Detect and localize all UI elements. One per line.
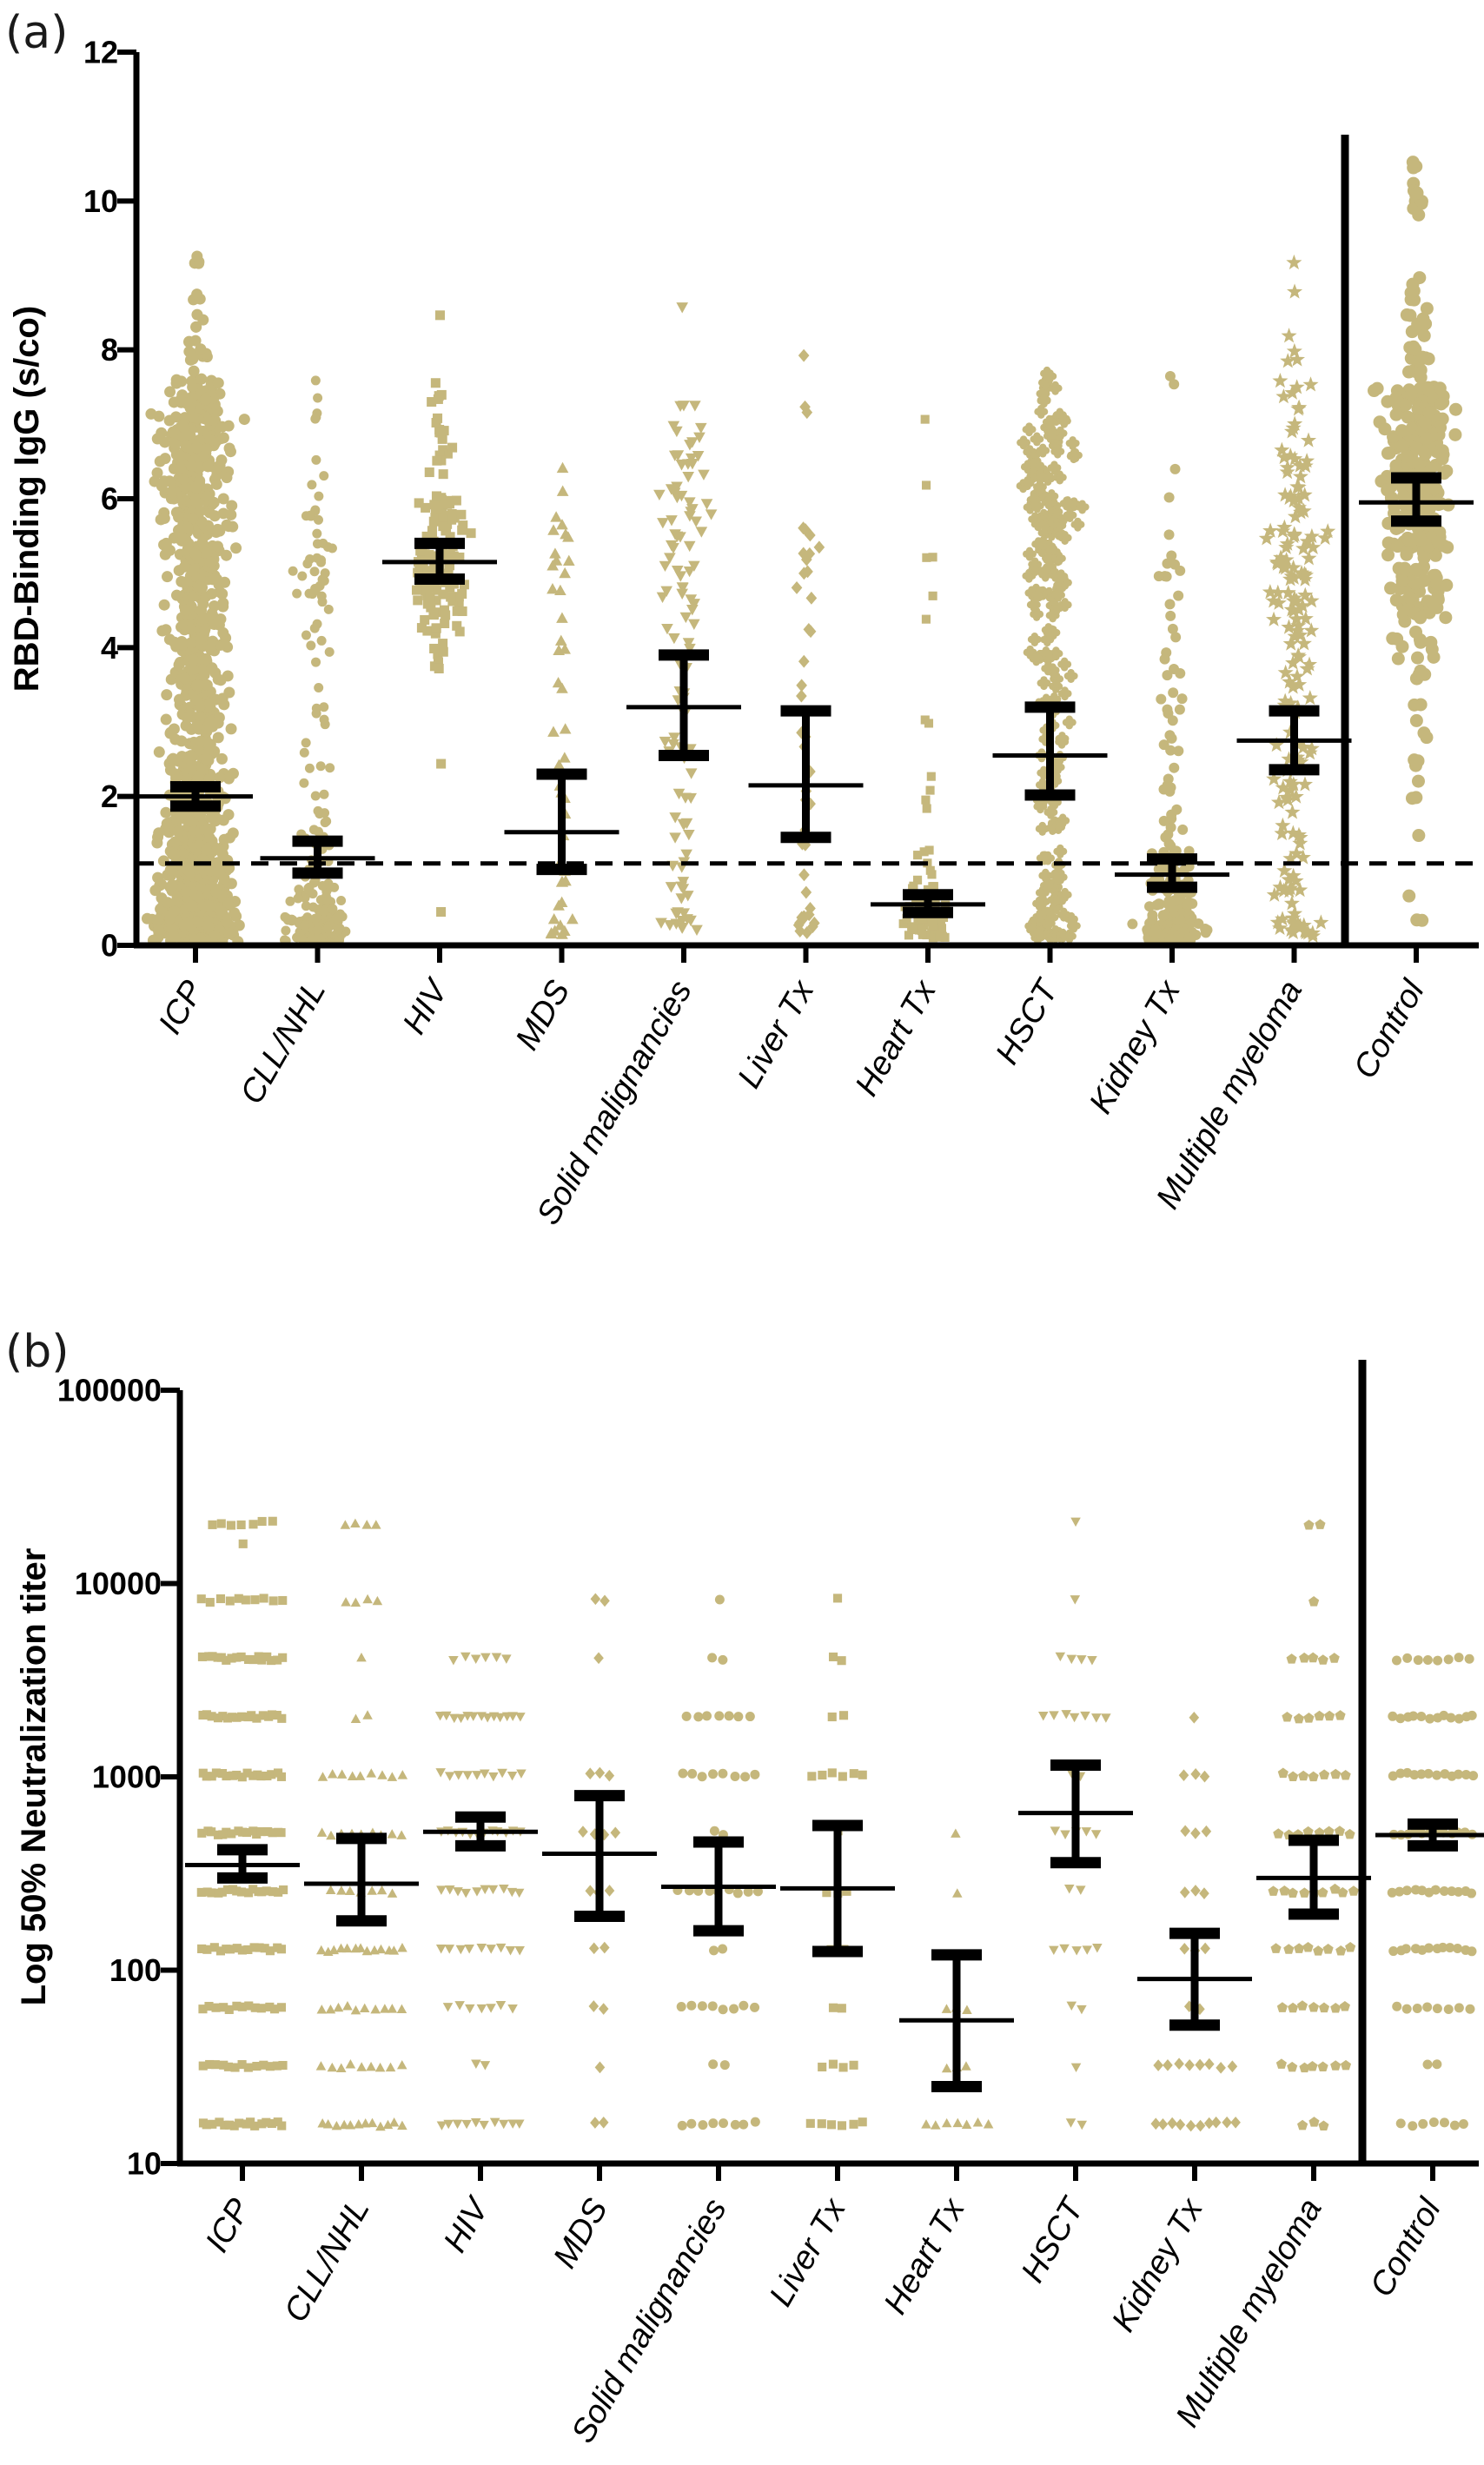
column-points-cll-nhl <box>280 375 351 947</box>
panel-a-ytick-label: 8 <box>101 332 118 368</box>
column-points-mds <box>578 1593 621 2129</box>
panel-a-category-label: ICP <box>152 974 211 1040</box>
panel-b-ytick-label: 10000 <box>75 1566 162 1601</box>
panel-a-label: (a) <box>5 7 69 59</box>
column-points-hsct <box>1037 1517 1111 2130</box>
column-points-control <box>1367 156 1463 927</box>
column-points-cll-nhl <box>315 1518 408 2131</box>
panel-b-category-label: MDS <box>547 2193 615 2275</box>
column-points-icp <box>141 250 250 948</box>
panel-b-category-label: ICP <box>199 2192 258 2258</box>
panel-a-category-label: MDS <box>509 975 578 1057</box>
panel-b-ytick-label: 100000 <box>57 1373 162 1408</box>
panel-b-category-label: Liver Tx <box>763 2191 854 2313</box>
panel-a-error-bars <box>138 472 1474 918</box>
panel-b-points <box>196 1516 1479 2132</box>
column-points-hiv <box>411 310 476 918</box>
column-points-multiple-myeloma <box>1258 254 1336 944</box>
panel-b-ytick-label: 1000 <box>92 1759 162 1795</box>
panel-a-y-axis-title: RBD-Binding IgG (s/co) <box>8 306 46 692</box>
column-points-hiv <box>434 1652 527 2130</box>
column-points-solid-malignancies <box>672 1594 763 2130</box>
panel-b-category-label: HSCT <box>1015 2190 1092 2289</box>
column-points-hsct <box>1016 366 1090 945</box>
panel-a-ytick-label: 2 <box>101 779 118 814</box>
panel-a-category-label: HIV <box>396 971 457 1040</box>
panel-b-category-label: Heart Tx <box>878 2191 973 2321</box>
column-points-control <box>1387 1653 1479 2131</box>
panel-a-ytick-label: 12 <box>83 35 118 70</box>
panel-b-ytick-label: 100 <box>109 1952 162 1988</box>
panel-a-points <box>141 156 1463 948</box>
panel-a-ytick-label: 4 <box>101 630 118 666</box>
panel-a-category-label: Kidney Tx <box>1083 973 1189 1120</box>
panel-b-category-label: HIV <box>437 2190 498 2258</box>
column-points-solid-malignancies <box>653 302 718 937</box>
panel-b-category-label: Control <box>1363 2191 1448 2303</box>
panel-b-category-label: Kidney Tx <box>1105 2191 1211 2338</box>
column-points-icp <box>196 1516 288 2130</box>
column-points-kidney-tx <box>1150 1711 1241 2132</box>
column-points-kidney-tx <box>1127 370 1213 947</box>
panel-b-label: (b) <box>5 1326 70 1378</box>
panel-a-ytick-label: 10 <box>83 183 118 219</box>
panel-b-error-bars <box>185 1759 1484 2092</box>
panel-b-category-label: CLL/NHL <box>277 2193 377 2329</box>
panel-b-y-axis-title: Log 50% Neutralization titer <box>15 1548 53 2006</box>
panel-a-category-label: Control <box>1347 973 1432 1084</box>
panel-a-category-label: Heart Tx <box>849 973 944 1103</box>
column-points-liver-tx <box>791 348 825 939</box>
panel-a-ytick-label: 6 <box>101 481 118 517</box>
panel-a-ytick-label: 0 <box>101 928 118 964</box>
column-points-multiple-myeloma <box>1268 1519 1359 2131</box>
panel-a-category-label: Liver Tx <box>731 973 822 1095</box>
panel-a-category-label: CLL/NHL <box>234 975 334 1110</box>
panel-b-ytick-label: 10 <box>127 2146 162 2182</box>
panel-a-category-label: HSCT <box>989 972 1066 1070</box>
